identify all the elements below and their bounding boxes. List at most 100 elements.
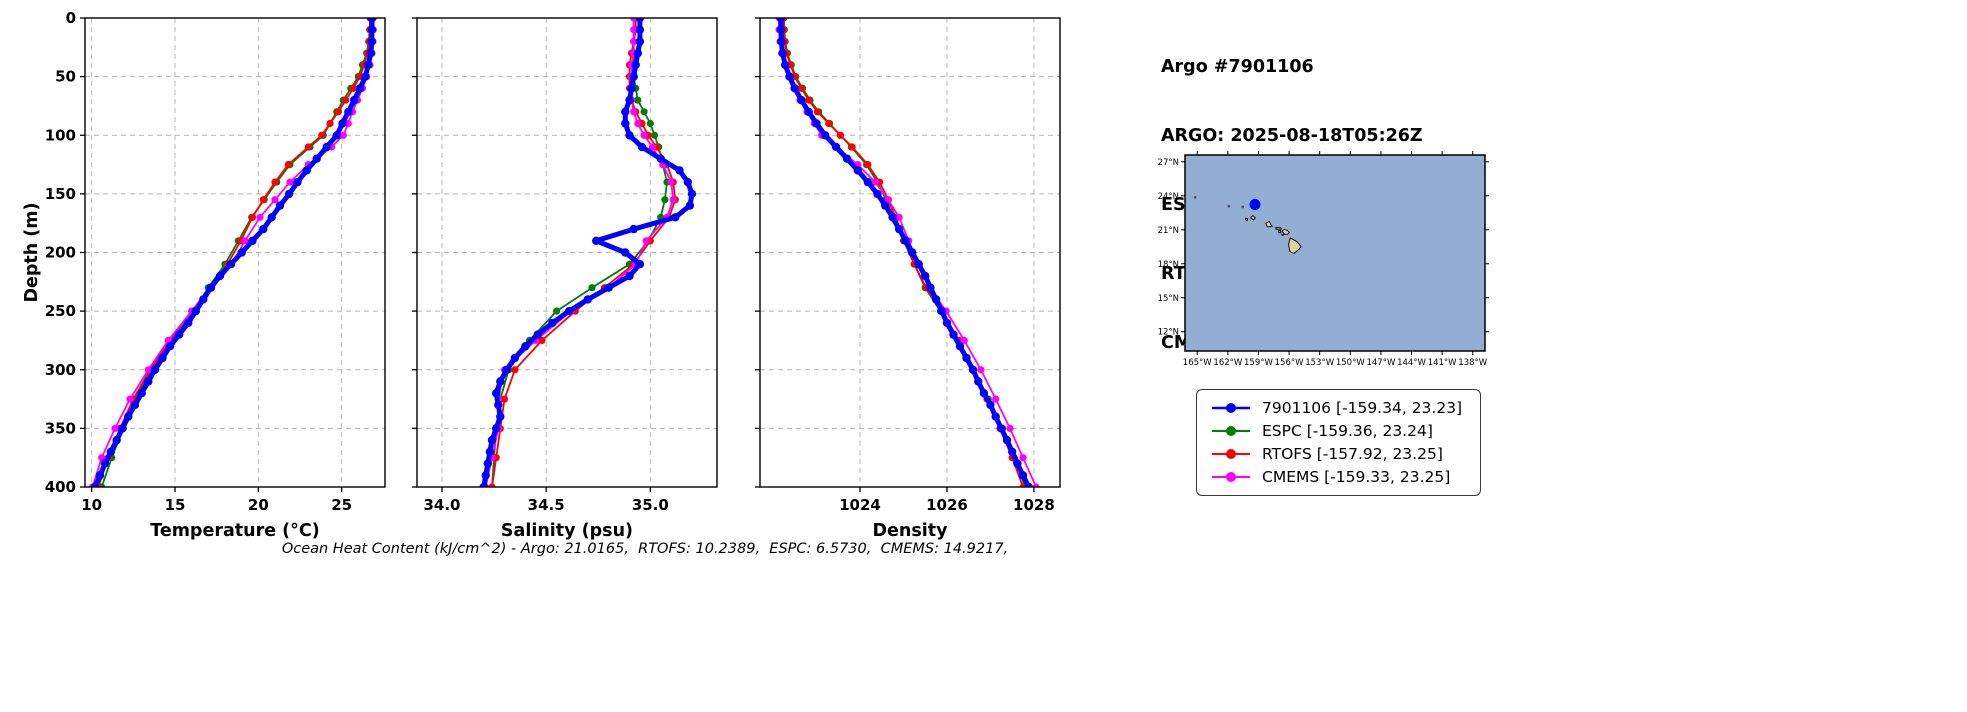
- data-point: [355, 84, 365, 93]
- data-point: [184, 318, 193, 328]
- map-lat-tick-label: 12°N: [1158, 328, 1179, 338]
- map-lat-tick-label: 24°N: [1158, 192, 1179, 202]
- data-point: [248, 213, 257, 221]
- data-point: [785, 72, 794, 81]
- data-point: [111, 424, 119, 432]
- data-point: [1018, 471, 1028, 480]
- data-point: [675, 166, 684, 175]
- island-maui: [1281, 228, 1291, 235]
- temp-x-tick-label: 15: [165, 496, 186, 514]
- data-point: [367, 18, 377, 23]
- data-point: [637, 142, 647, 152]
- data-point: [338, 119, 347, 128]
- map-lon-tick-label: 156°W: [1275, 358, 1304, 368]
- dens-x-axis-label: Density: [872, 521, 948, 541]
- temp-series-7901106: [90, 18, 377, 487]
- data-point: [991, 412, 1000, 421]
- data-point: [367, 37, 376, 46]
- data-point: [1032, 483, 1040, 487]
- dens-x-tick-label: 1028: [1013, 496, 1055, 514]
- data-point: [312, 154, 321, 163]
- data-point: [364, 60, 373, 70]
- depth-tick-label: 150: [45, 185, 76, 203]
- data-point: [604, 283, 613, 292]
- data-point: [592, 236, 601, 245]
- data-point: [625, 271, 634, 281]
- data-point: [483, 459, 492, 468]
- data-point: [496, 412, 505, 421]
- sal-grid: [417, 17, 717, 488]
- data-point: [633, 49, 642, 58]
- data-point: [627, 84, 636, 93]
- data-point: [621, 248, 630, 257]
- data-point: [778, 49, 787, 58]
- islet-speck: [1193, 195, 1197, 199]
- depth-tick-label: 300: [45, 361, 76, 379]
- map-lon-tick-label: 138°W: [1458, 358, 1487, 368]
- data-point: [95, 471, 105, 480]
- data-point: [106, 447, 116, 456]
- depth-tick-label: 400: [45, 478, 76, 496]
- legend-item: 7901106 [-159.34, 23.23]: [1209, 399, 1462, 417]
- map-lat-tick-label: 21°N: [1158, 226, 1179, 236]
- data-point: [553, 307, 561, 315]
- data-point: [968, 365, 978, 374]
- legend-marker-argo: [1212, 403, 1250, 413]
- data-point: [777, 37, 786, 46]
- data-point: [237, 248, 246, 257]
- legend-label-cmems: CMEMS [-159.33, 23.25]: [1262, 468, 1451, 486]
- data-point: [914, 260, 923, 269]
- data-point: [848, 143, 856, 151]
- data-point: [884, 196, 892, 204]
- data-point: [326, 119, 334, 128]
- sal-chart: 34.0 34.5 35.0 Salinity (psu): [412, 17, 718, 541]
- data-point: [112, 435, 121, 445]
- data-point: [126, 395, 134, 403]
- data-point: [640, 131, 648, 139]
- legend-item: ESPC [-159.36, 23.24]: [1209, 422, 1462, 440]
- data-point: [241, 237, 249, 245]
- data-point: [521, 342, 530, 351]
- data-point: [804, 107, 813, 117]
- data-point: [284, 161, 292, 169]
- data-point: [813, 108, 822, 116]
- data-point: [271, 178, 279, 186]
- data-point: [863, 177, 872, 187]
- data-point: [931, 295, 941, 304]
- data-point: [488, 483, 496, 487]
- island-kahoolawe: [1281, 233, 1285, 237]
- data-point: [831, 142, 841, 152]
- data-point: [267, 213, 276, 222]
- data-point: [199, 295, 208, 304]
- depth-tick-label: 0: [66, 9, 76, 27]
- data-point: [661, 196, 669, 204]
- data-point: [500, 395, 509, 403]
- temp-x-tick-label: 10: [81, 496, 102, 514]
- island-kauai: [1249, 215, 1257, 221]
- data-point: [367, 25, 377, 34]
- data-point: [1013, 459, 1022, 468]
- data-point: [656, 154, 665, 163]
- data-point: [487, 435, 497, 445]
- data-point: [100, 459, 110, 468]
- data-point: [625, 131, 634, 140]
- legend-marker-rtofs: [1212, 449, 1250, 459]
- data-point: [888, 213, 897, 222]
- data-point: [942, 318, 952, 328]
- map-lon-tick-label: 141°W: [1428, 358, 1457, 368]
- data-point: [98, 454, 106, 462]
- data-point: [302, 166, 311, 175]
- map-lat-tick-label: 15°N: [1158, 294, 1179, 304]
- data-point: [271, 196, 279, 204]
- data-point: [640, 108, 648, 116]
- depth-tick-label: 350: [45, 419, 76, 437]
- profile-charts-svg: 10 15 20 25050100150200250300350400Temperat…: [22, 9, 1061, 541]
- data-point: [496, 377, 505, 386]
- data-point: [667, 178, 675, 186]
- temp-x-tick-label: 25: [331, 496, 352, 514]
- data-point: [790, 84, 799, 93]
- data-point: [630, 37, 638, 46]
- data-point: [873, 189, 882, 199]
- data-point: [349, 84, 357, 92]
